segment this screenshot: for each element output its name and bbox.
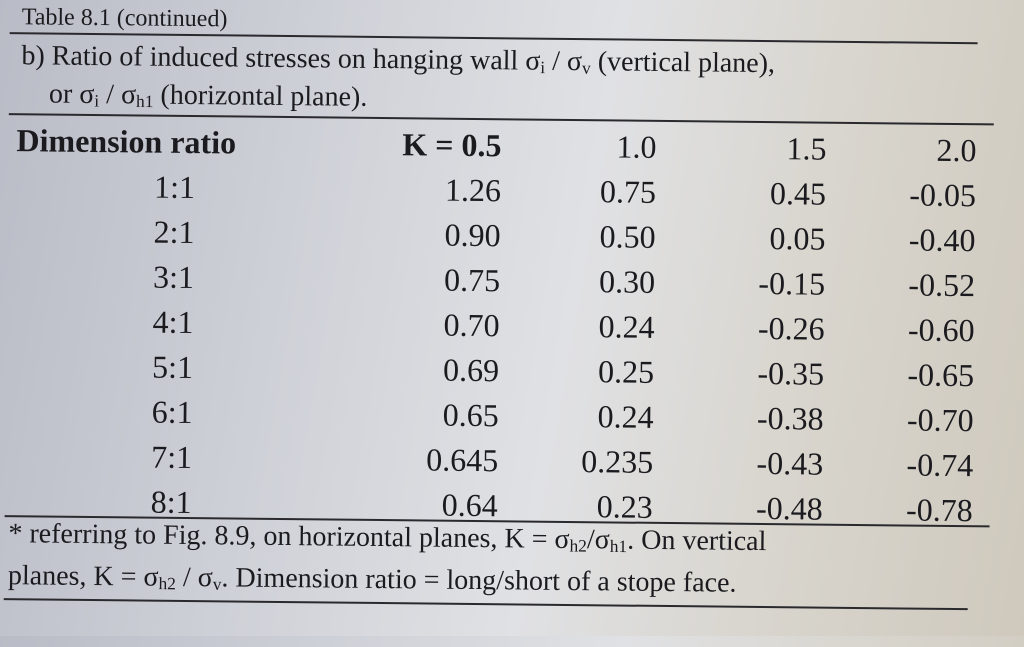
header-k-1-0: 1.0 [616,128,657,165]
dimension-ratio-cell: 4:1 [152,303,194,341]
table-subtitle-line1: b) Ratio of induced stresses on hanging … [21,40,776,80]
footnote-line1: * referring to Fig. 8.9, on horizontal p… [8,518,767,558]
footnote-rule [3,598,968,611]
value-cell: -0.52 [908,266,976,304]
value-cell: 0.24 [598,308,655,345]
dimension-ratio-cell: 3:1 [152,258,195,296]
value-cell: 0.45 [769,175,827,212]
header-k-0-5: K = 0.5 [402,126,502,164]
value-cell: 0.05 [769,220,826,257]
stress-ratio-table: Dimension ratio K = 0.5 1.0 1.5 2.0 1:1 … [13,118,977,533]
value-cell: 0.70 [443,306,500,344]
value-cell: -0.38 [756,399,824,437]
value-cell: 0.645 [426,441,499,479]
value-cell: -0.60 [907,311,975,349]
value-cell: -0.05 [909,176,977,214]
value-cell: 0.24 [597,398,654,435]
value-cell: 1.26 [444,171,502,209]
table-caption: Table 8.1 (continued) [21,4,228,33]
header-k-2-0: 2.0 [936,131,977,169]
value-cell: 0.75 [443,261,501,299]
value-cell: 0.69 [442,351,500,389]
value-cell: 0.30 [598,263,656,300]
value-cell: 0.75 [599,173,657,210]
value-cell: 0.65 [442,396,499,434]
value-cell: -0.26 [757,309,825,347]
footnote-line2: planes, K = σh2 / σv. Dimension ratio = … [7,560,737,599]
value-cell: 0.90 [444,216,501,254]
value-cell: -0.65 [907,356,975,394]
value-cell: -0.43 [756,444,824,482]
header-dimension-ratio: Dimension ratio [16,122,237,161]
value-cell: 0.50 [599,218,656,255]
value-cell: 0.25 [597,353,655,390]
table-subtitle-line2: or σi / σh1 (horizontal plane). [48,78,368,113]
value-cell: 0.235 [581,443,654,480]
value-cell: -0.35 [757,354,825,392]
dimension-ratio-cell: 7:1 [151,438,193,476]
dimension-ratio-cell: 1:1 [153,168,196,206]
dimension-ratio-cell: 6:1 [151,393,193,431]
value-cell: -0.15 [758,264,826,302]
dimension-ratio-cell: 5:1 [151,348,194,386]
value-cell: -0.70 [906,401,974,439]
value-cell: -0.74 [906,446,974,484]
header-k-1-5: 1.5 [786,130,827,167]
value-cell: -0.40 [908,221,976,259]
dimension-ratio-cell: 2:1 [153,213,195,251]
